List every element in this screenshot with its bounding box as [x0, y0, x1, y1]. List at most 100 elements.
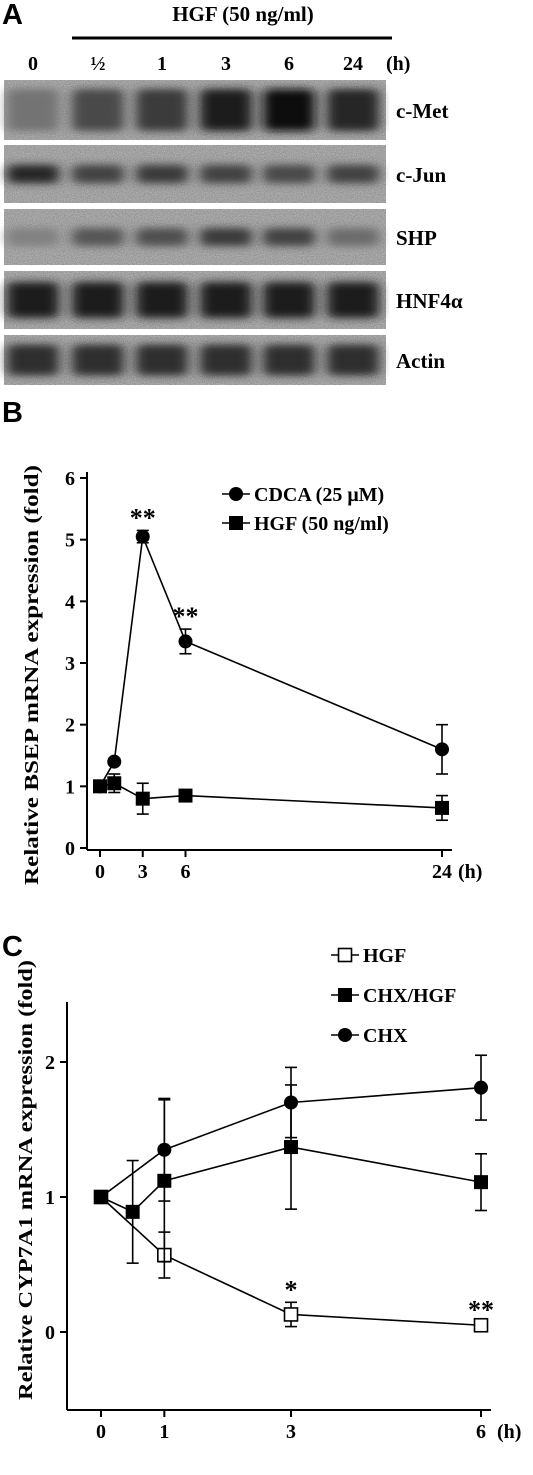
data-point [94, 1190, 108, 1204]
blot-band [72, 164, 124, 184]
blot-strip: HNF4α [4, 271, 463, 329]
data-point [435, 742, 449, 757]
blot-band [263, 228, 315, 246]
legend-label: CHX [363, 1025, 408, 1047]
blot-noise [4, 335, 386, 385]
blot-band [200, 282, 252, 318]
legend-entry: CHX [331, 1025, 408, 1047]
data-point [107, 776, 122, 791]
data-point [107, 754, 122, 769]
y-tick-label: 6 [65, 468, 75, 490]
y-tick-label: 2 [65, 715, 75, 737]
lane-labels: 0 ½ 1 3 6 24 [28, 53, 363, 75]
lane-label: 0 [28, 53, 38, 75]
y-tick-label: 1 [65, 776, 75, 798]
lane-label: 6 [284, 53, 294, 75]
series-line [99, 782, 443, 809]
lane-label: 1 [157, 53, 167, 75]
x-tick-label: 6 [476, 1421, 486, 1443]
panel-a-letter: A [2, 0, 23, 31]
panel-b: B 0 1 2 3 4 5 6 0 3 6 24 (h) Relative BSEP mRNA expr… [2, 397, 482, 885]
blot-band [200, 228, 252, 246]
blot-band [263, 282, 315, 318]
series-line [99, 533, 443, 787]
legend-entry: CHX/HGF [331, 985, 456, 1007]
series [93, 1189, 489, 1333]
legend-entry: HGF (50 ng/ml) [222, 513, 389, 535]
blot-band [200, 89, 252, 131]
data-point [474, 1080, 488, 1095]
blot-band [200, 344, 252, 376]
x-axis-label: (h) [458, 861, 482, 883]
lane-label: 24 [343, 53, 363, 75]
significance-mark: ** [130, 503, 156, 532]
legend-marker [338, 988, 352, 1002]
blot-band [327, 228, 379, 246]
significance-mark: ** [468, 1296, 494, 1325]
data-point [474, 1175, 488, 1190]
y-tick-label: 1 [45, 1187, 55, 1209]
blot-band [327, 89, 379, 131]
blot-band [72, 89, 124, 131]
legend-entry: HGF [331, 945, 406, 967]
blot-band [263, 344, 315, 376]
blot-band [327, 164, 379, 184]
legend-marker [229, 516, 243, 530]
panel-c: C 0 1 2 0 1 3 6 (h) Relative CYP7A1 mRNA express… [2, 931, 521, 1443]
data-point [435, 800, 449, 815]
data-point [135, 529, 150, 544]
blot-band [72, 282, 124, 318]
blot-band [263, 164, 315, 184]
y-axis-label: Relative BSEP mRNA expression (fold) [21, 465, 43, 885]
lane-label: 3 [221, 53, 231, 75]
blot-noise [4, 271, 386, 329]
blot-noise [4, 145, 386, 203]
blot-band [7, 89, 59, 131]
blot-label: c-Met [396, 99, 448, 123]
blot-label: SHP [396, 226, 437, 250]
y-tick-label: 3 [65, 653, 75, 675]
bsep-line-chart: 0 1 2 3 4 5 6 0 3 6 24 (h) Relative BSEP mRNA expres… [21, 465, 482, 885]
blot-band [7, 228, 59, 246]
legend-marker [229, 487, 243, 501]
data-point [157, 1142, 172, 1157]
western-blots: c-Met c-Jun SHP HNF4α Actin [4, 80, 463, 385]
blot-band [136, 228, 188, 246]
lane-label: ½ [91, 53, 106, 75]
significance-mark: * [285, 1275, 298, 1304]
blot-label: HNF4α [396, 289, 463, 313]
x-tick-label: 0 [96, 1421, 106, 1443]
y-tick-label: 4 [65, 591, 75, 613]
panel-c-letter: C [2, 931, 23, 963]
legend-marker [337, 947, 353, 963]
blot-strip: c-Met [4, 80, 448, 140]
blot-label: c-Jun [396, 163, 446, 187]
blot-band [136, 282, 188, 318]
blot-band [136, 344, 188, 376]
cyp7a1-line-chart: 0 1 2 0 1 3 6 (h) Relative CYP7A1 mRNA expressio… [15, 945, 521, 1443]
series-line [100, 1086, 482, 1198]
x-axis-label: (h) [497, 1421, 521, 1443]
panel-a: A HGF (50 ng/ml) 0 ½ 1 3 6 24 (h) c-Met c-Jun S… [2, 0, 463, 385]
blot-noise [4, 80, 386, 140]
blot-band [7, 344, 59, 376]
legend-label: HGF [363, 945, 406, 967]
blot-band [200, 164, 252, 184]
legend-entry: CDCA (25 μM) [222, 484, 384, 506]
data-point [178, 634, 193, 649]
blot-band [72, 344, 124, 376]
treatment-header: HGF (50 ng/ml) [172, 2, 314, 26]
x-tick-label: 3 [286, 1421, 296, 1443]
time-unit-label: (h) [386, 53, 410, 75]
panel-b-letter: B [2, 397, 23, 429]
blot-band [327, 282, 379, 318]
blot-band [7, 164, 59, 184]
y-axis-label: Relative CYP7A1 mRNA expression (fold) [15, 960, 37, 1400]
data-point [284, 1095, 298, 1110]
y-tick-label: 5 [65, 530, 75, 552]
legend-label: CDCA (25 μM) [254, 484, 384, 506]
legend-label: HGF (50 ng/ml) [254, 513, 389, 535]
blot-noise [4, 209, 386, 265]
series [94, 1054, 488, 1204]
